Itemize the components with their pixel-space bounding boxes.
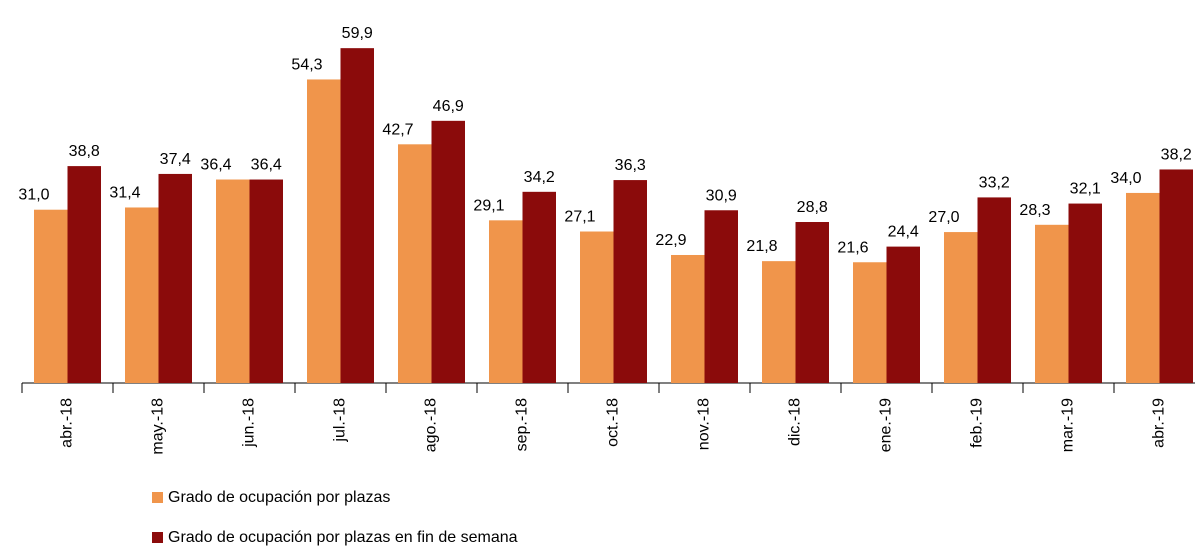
bar	[704, 210, 738, 383]
bar	[522, 191, 556, 383]
value-label: 29,1	[473, 197, 504, 214]
value-label: 33,2	[979, 174, 1010, 191]
x-tick-label: abr.-19	[1151, 398, 1168, 448]
value-label: 46,9	[433, 98, 464, 115]
bar	[158, 173, 192, 383]
value-label: 34,0	[1110, 170, 1141, 187]
bar	[795, 222, 829, 383]
x-tick-label: feb.-19	[969, 398, 986, 448]
x-tick-label: jul.-18	[332, 398, 349, 443]
bar	[1159, 169, 1193, 383]
value-label: 24,4	[888, 224, 919, 241]
value-label: 28,3	[1019, 202, 1050, 219]
bar	[67, 166, 101, 383]
x-tick-label: ago.-18	[423, 398, 440, 452]
value-label: 54,3	[291, 56, 322, 73]
x-tick-label: oct.-18	[605, 398, 622, 447]
bar	[762, 261, 796, 383]
bar	[944, 232, 978, 383]
bar	[398, 144, 432, 383]
value-label: 34,2	[524, 169, 555, 186]
bar	[613, 180, 647, 383]
value-label: 21,6	[837, 239, 868, 256]
legend-label: Grado de ocupación por plazas en fin de …	[168, 529, 518, 546]
bar	[580, 231, 614, 383]
x-tick-label: abr.-18	[59, 398, 76, 448]
x-tick-label: sep.-18	[514, 398, 531, 451]
value-label: 22,9	[655, 232, 686, 249]
bar	[853, 262, 887, 383]
x-tick-label: may.-18	[150, 398, 167, 455]
value-label: 28,8	[797, 199, 828, 216]
value-label: 42,7	[382, 121, 413, 138]
value-label: 36,4	[251, 157, 282, 174]
value-label: 31,4	[109, 184, 140, 201]
value-label: 37,4	[160, 151, 191, 168]
bar	[489, 220, 523, 383]
value-label: 21,8	[746, 238, 777, 255]
value-label: 38,2	[1161, 146, 1192, 163]
legend-swatch	[152, 492, 163, 503]
bar	[1035, 224, 1069, 383]
value-label: 36,4	[200, 157, 231, 174]
x-tick-label: ene.-19	[878, 398, 895, 452]
legend-swatch	[152, 532, 163, 543]
bar	[34, 209, 68, 383]
value-label: 36,3	[615, 157, 646, 174]
value-label: 38,8	[69, 143, 100, 160]
value-label: 30,9	[706, 187, 737, 204]
bar	[886, 246, 920, 383]
value-label: 27,1	[564, 209, 595, 226]
value-label: 31,0	[18, 187, 49, 204]
value-label: 27,0	[928, 209, 959, 226]
bar	[216, 179, 250, 383]
value-label: 32,1	[1070, 181, 1101, 198]
bar	[340, 48, 374, 384]
x-tick-label: nov.-18	[696, 398, 713, 450]
value-label: 59,9	[342, 25, 373, 42]
bar	[249, 179, 283, 383]
x-tick-label: mar.-19	[1060, 398, 1077, 452]
bar	[125, 207, 159, 383]
bar	[1126, 192, 1160, 383]
bar	[977, 197, 1011, 383]
x-tick-label: jun.-18	[241, 398, 258, 448]
bar	[1068, 203, 1102, 383]
bar	[671, 254, 705, 383]
legend-label: Grado de ocupación por plazas	[168, 489, 390, 506]
bar	[307, 79, 341, 383]
bar	[431, 120, 465, 383]
x-tick-label: dic.-18	[787, 398, 804, 446]
